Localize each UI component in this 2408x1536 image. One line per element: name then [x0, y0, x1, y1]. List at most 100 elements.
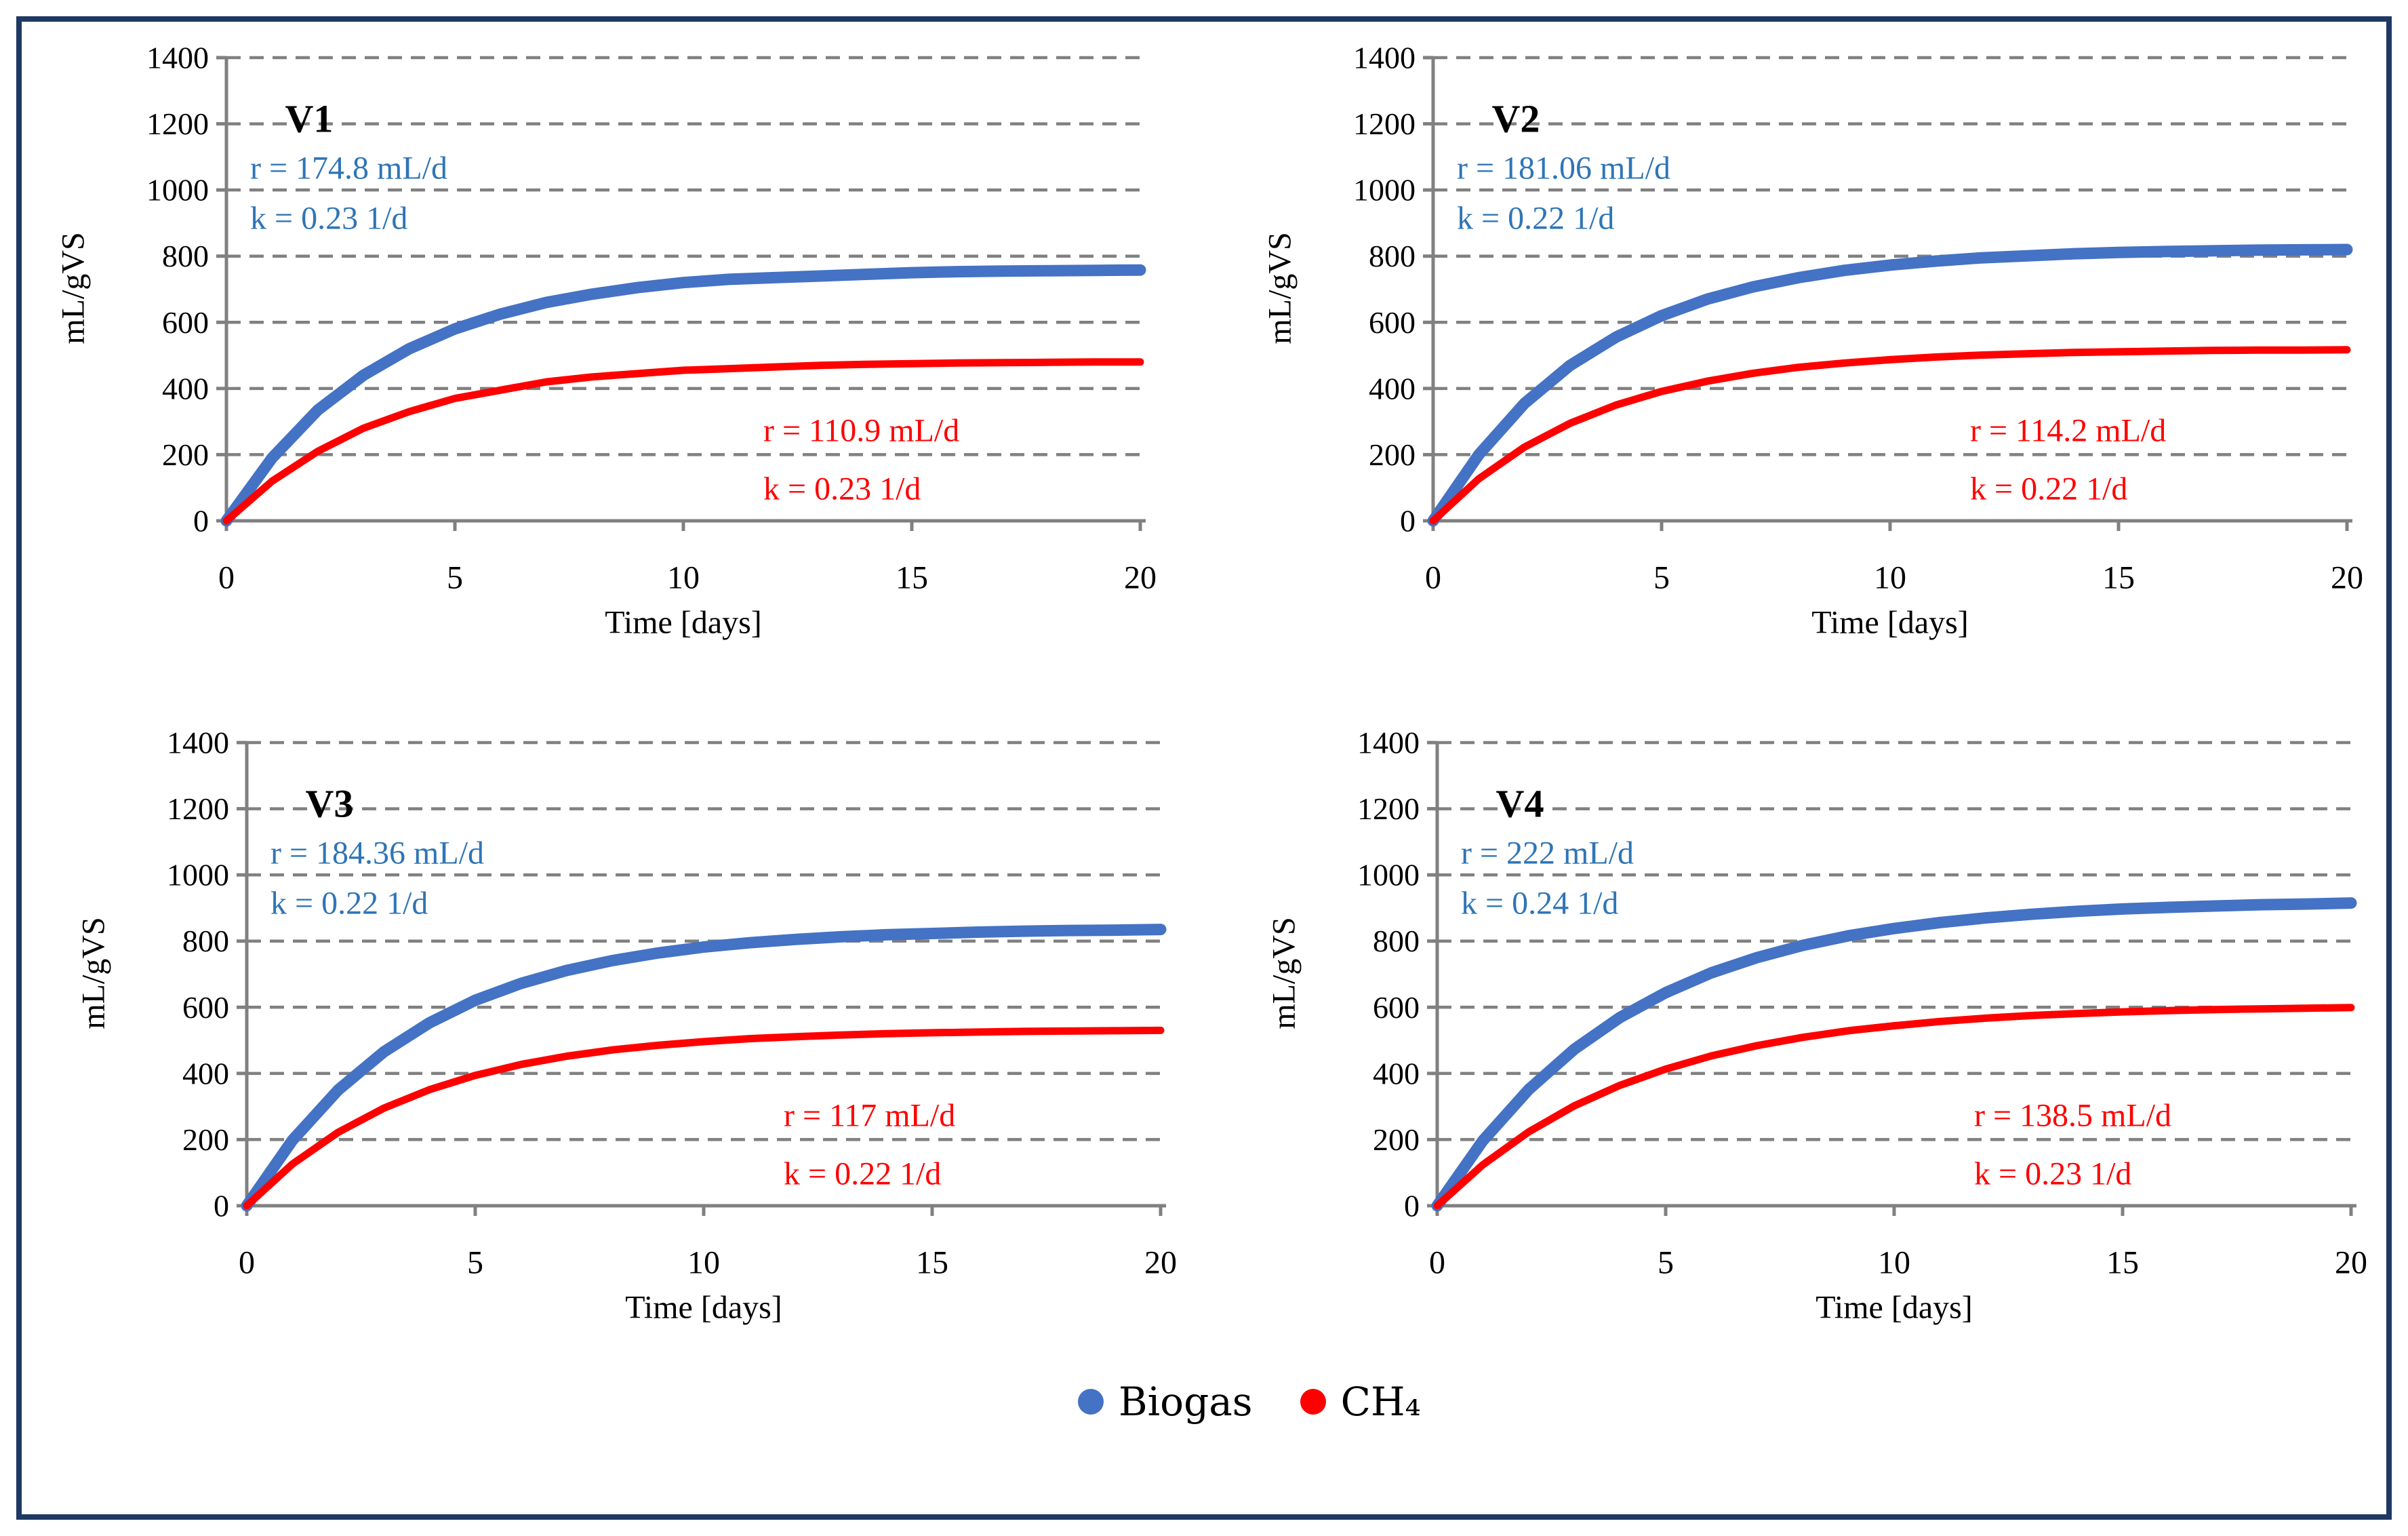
x-tick-label: 15 [896, 560, 928, 596]
ch4-fit-annotation-line2: k = 0.23 1/d [1974, 1156, 2131, 1192]
y-tick-label: 200 [162, 437, 209, 472]
x-tick-label: 5 [1653, 560, 1670, 596]
x-tick-label: 0 [239, 1245, 255, 1281]
y-tick-label: 1200 [1357, 791, 1420, 826]
y-tick-label: 800 [162, 239, 209, 273]
panel-title: V2 [1492, 97, 1540, 141]
ch4-fit-annotation-line1: r = 138.5 mL/d [1974, 1098, 2171, 1134]
y-tick-label: 200 [1369, 437, 1416, 472]
biogas-fit-annotation-line2: k = 0.22 1/d [270, 886, 428, 922]
x-tick-label: 5 [1658, 1245, 1674, 1281]
y-tick-label: 1000 [167, 858, 229, 892]
x-tick-label: 20 [1144, 1245, 1177, 1281]
x-tick-label: 5 [447, 560, 463, 596]
y-tick-label: 200 [182, 1122, 229, 1157]
x-axis-title: Time [days] [605, 605, 762, 641]
ch4-fit-annotation-line2: k = 0.23 1/d [763, 471, 921, 507]
ch4-fit-annotation-line1: r = 117 mL/d [784, 1098, 955, 1134]
legend: Biogas CH₄ [1078, 1382, 1421, 1421]
biogas-curve [220, 264, 1146, 527]
y-tick-label: 1200 [1353, 106, 1416, 141]
y-tick-label: 200 [1373, 1122, 1420, 1157]
x-tick-label: 20 [2335, 1245, 2367, 1281]
ch4-fit-annotation-line1: r = 110.9 mL/d [763, 413, 959, 449]
x-tick-label: 15 [2102, 560, 2135, 596]
y-tick-label: 0 [1400, 504, 1416, 538]
y-tick-label: 600 [182, 990, 229, 1025]
y-tick-label: 1000 [1353, 173, 1416, 208]
ch4-curve [1429, 346, 2351, 525]
legend-label-ch4: CH₄ [1340, 1379, 1421, 1425]
y-tick-label: 800 [1369, 239, 1416, 273]
x-axis-title: Time [days] [1815, 1290, 1973, 1326]
biogas-fit-annotation-line1: r = 181.06 mL/d [1457, 151, 1670, 186]
ch4-fit-annotation-line2: k = 0.22 1/d [1970, 471, 2127, 507]
chart-panel-v3: 0 200 400 600 800 1000 1200 1400 0 5 10 15 20 mL/gVS T… [76, 726, 1178, 1326]
chart-panel-v4: 0 200 400 600 800 1000 1200 1400 0 5 10 15 20 mL/gVS T… [1266, 726, 2368, 1326]
y-tick-label: 1200 [146, 106, 209, 141]
ch4-curve [243, 1026, 1165, 1210]
chart-panel-v2: 0 200 400 600 800 1000 1200 1400 0 5 10 15 20 mL/gVS T… [1262, 41, 2364, 641]
x-tick-label: 5 [467, 1245, 483, 1281]
x-axis-title: Time [days] [1811, 605, 1969, 641]
x-tick-label: 15 [2106, 1245, 2139, 1281]
x-tick-label: 10 [667, 560, 700, 596]
biogas-series-dot-icon [1078, 1389, 1104, 1415]
y-axis-title: mL/gVS [1262, 232, 1298, 344]
biogas-fit-annotation-line1: r = 174.8 mL/d [250, 151, 447, 186]
y-tick-label: 400 [1369, 371, 1416, 406]
chart-panel-v1: 0 200 400 600 800 1000 1200 1400 0 5 10 15 20 mL/gVS T… [56, 41, 1157, 641]
biogas-curve [1427, 243, 2353, 527]
x-axis-title: Time [days] [625, 1290, 782, 1326]
x-tick-label: 10 [1874, 560, 1906, 596]
y-tick-label: 800 [182, 924, 229, 958]
panel-title: V3 [306, 782, 354, 826]
y-tick-label: 1400 [1357, 726, 1420, 760]
y-tick-label: 600 [1373, 990, 1420, 1025]
biogas-curve [1431, 897, 2357, 1212]
ch4-curve [222, 358, 1144, 525]
ch4-curve [1433, 1004, 2355, 1210]
x-tick-label: 0 [1425, 560, 1441, 596]
y-tick-label: 1400 [1353, 41, 1416, 75]
x-tick-label: 20 [2331, 560, 2363, 596]
biogas-fit-annotation-line1: r = 222 mL/d [1461, 835, 1634, 871]
y-tick-label: 800 [1373, 924, 1420, 958]
y-axis-title: mL/gVS [56, 232, 92, 344]
x-tick-label: 20 [1124, 560, 1157, 596]
ch4-fit-annotation-line1: r = 114.2 mL/d [1970, 413, 2166, 449]
x-tick-label: 10 [1878, 1245, 1910, 1281]
ch4-series-dot-icon [1300, 1389, 1326, 1415]
x-tick-label: 15 [916, 1245, 948, 1281]
y-tick-label: 1000 [1357, 858, 1420, 892]
y-tick-label: 1000 [146, 173, 209, 208]
legend-item-ch4: CH₄ [1300, 1382, 1421, 1421]
y-axis-title: mL/gVS [76, 917, 112, 1029]
panel-title: V4 [1496, 782, 1544, 826]
ch4-fit-annotation-line2: k = 0.22 1/d [784, 1156, 941, 1192]
y-tick-label: 600 [1369, 305, 1416, 340]
y-tick-label: 0 [193, 504, 209, 538]
y-tick-label: 600 [162, 305, 209, 340]
y-axis-title: mL/gVS [1266, 917, 1302, 1029]
y-tick-label: 0 [1404, 1189, 1420, 1223]
y-tick-label: 0 [214, 1189, 229, 1223]
biogas-curve [241, 924, 1167, 1212]
x-tick-label: 0 [1429, 1245, 1445, 1281]
biogas-fit-annotation-line1: r = 184.36 mL/d [270, 835, 484, 871]
legend-item-biogas: Biogas [1078, 1382, 1253, 1421]
panel-title: V1 [285, 97, 334, 141]
biogas-fit-annotation-line2: k = 0.23 1/d [250, 201, 407, 237]
biogas-fit-annotation-line2: k = 0.22 1/d [1457, 201, 1614, 237]
legend-label-biogas: Biogas [1119, 1379, 1253, 1425]
biogas-fit-annotation-line2: k = 0.24 1/d [1461, 886, 1618, 922]
y-tick-label: 400 [162, 371, 209, 406]
y-tick-label: 400 [1373, 1056, 1420, 1090]
y-tick-label: 1400 [167, 726, 229, 760]
y-tick-label: 1200 [167, 791, 229, 826]
y-tick-label: 400 [182, 1056, 229, 1090]
x-tick-label: 10 [687, 1245, 720, 1281]
x-tick-label: 0 [218, 560, 235, 596]
y-tick-label: 1400 [146, 41, 209, 75]
